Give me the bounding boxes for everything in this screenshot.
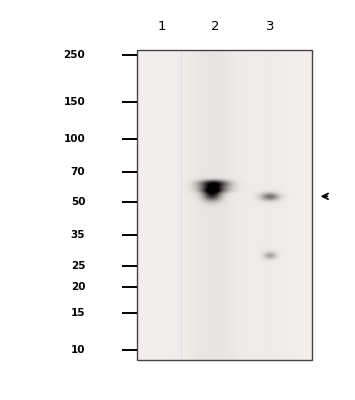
Text: 250: 250 [64, 50, 85, 60]
Text: 35: 35 [71, 230, 85, 240]
Text: 10: 10 [71, 345, 85, 355]
Text: 1: 1 [157, 20, 166, 32]
Text: 25: 25 [71, 261, 85, 271]
Text: 3: 3 [266, 20, 274, 32]
Text: 70: 70 [71, 166, 85, 176]
Text: 20: 20 [71, 282, 85, 292]
Text: 15: 15 [71, 308, 85, 318]
Text: 2: 2 [211, 20, 219, 32]
Text: 50: 50 [71, 198, 85, 208]
Text: 100: 100 [64, 134, 85, 144]
Bar [137, 50, 312, 360]
Text: 150: 150 [64, 96, 85, 106]
